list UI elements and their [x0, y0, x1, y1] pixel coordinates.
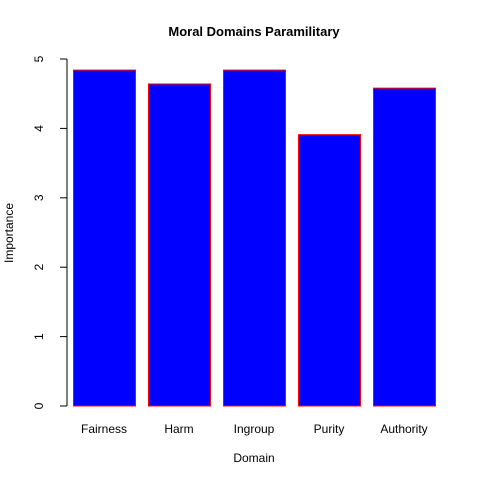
bar-authority	[373, 87, 436, 407]
x-tick-label-purity: Purity	[314, 422, 345, 436]
x-tick-label-fairness: Fairness	[81, 422, 127, 436]
x-tick-label-ingroup: Ingroup	[234, 422, 275, 436]
x-tick-label-authority: Authority	[380, 422, 427, 436]
y-axis-label: Importance	[2, 203, 16, 263]
bar-fairness	[73, 69, 136, 407]
y-tick-label-4: 4	[32, 125, 46, 132]
x-axis-label: Domain	[233, 451, 274, 465]
y-tick-label-1: 1	[32, 333, 46, 340]
bars-layer	[73, 69, 436, 407]
x-axis-tick-labels: Fairness Harm Ingroup Purity Authority	[81, 422, 428, 436]
chart-title: Moral Domains Paramilitary	[168, 24, 340, 39]
y-tick-label-3: 3	[32, 194, 46, 201]
x-tick-label-harm: Harm	[164, 422, 193, 436]
y-tick-label-5: 5	[32, 55, 46, 62]
y-tick-label-0: 0	[32, 402, 46, 409]
y-tick-label-2: 2	[32, 264, 46, 271]
bar-harm	[148, 83, 211, 407]
bar-ingroup	[223, 69, 286, 407]
y-axis: 0 1 2 3 4 5	[32, 55, 68, 409]
bar-purity	[298, 134, 361, 407]
